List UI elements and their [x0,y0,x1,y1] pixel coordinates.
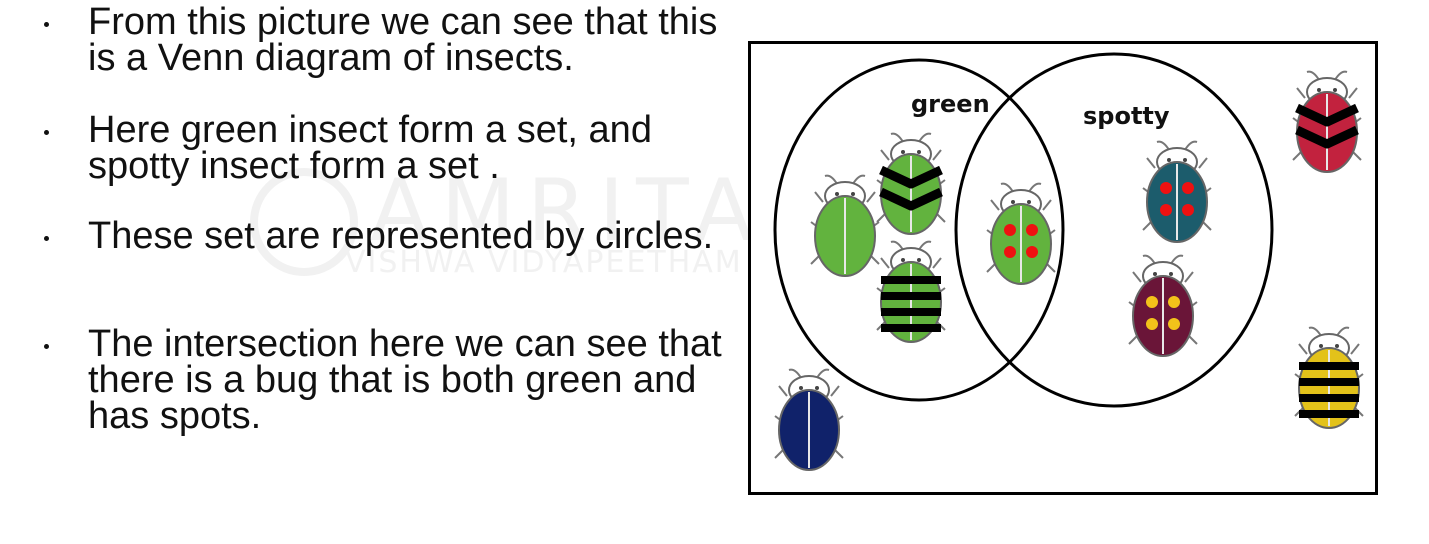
insect-bar [1299,362,1359,370]
insect-eye [1027,200,1031,204]
insect-chevron [1295,103,1359,127]
bullet-item: Here green insect form a set, and spotty… [38,111,728,185]
bullet-item: From this picture we can see that this i… [38,3,728,77]
green-set-circle [773,58,1065,402]
venn-diagram: green spotty [748,41,1378,495]
insect-chevron [879,187,943,211]
insect-spot [1146,318,1158,330]
insect-legs [1142,157,1212,231]
bullet-item: These set are represented by circles. [38,217,728,255]
insect-spot [1004,224,1016,236]
insect-spot [1160,204,1172,216]
insect-eye [1317,88,1321,92]
insect-spot [1168,318,1180,330]
insect-green-red-spots [986,182,1056,285]
insect-eye [1319,344,1323,348]
insect-eye [1169,272,1173,276]
insect-bar [881,308,941,316]
insect-legs [876,149,946,223]
insect-maroon-yellow-spots [1128,254,1198,357]
insect-eye [815,386,819,390]
insect-eye [1335,344,1339,348]
insect-bar [1299,410,1359,418]
insect-spot [1026,224,1038,236]
insect-bar [1299,394,1359,402]
bullet-list: From this picture we can see that this i… [38,3,728,435]
insect-red-chevrons [1292,70,1362,173]
insect-navy-plain [774,368,844,471]
insect-green-chevrons [876,132,946,235]
spotty-set-circle [954,52,1274,408]
insect-chevron [1295,125,1359,149]
insect-eye [917,258,921,262]
insect-green-plain [810,174,880,277]
insect-teal-red-spots [1142,140,1212,243]
insect-eye [1011,200,1015,204]
insect-bar [881,276,941,284]
insect-yellow-bars [1294,326,1364,429]
insect-legs [876,257,946,331]
spotty-set-label: spotty [1083,102,1170,130]
insect-bar [1299,378,1359,386]
insect-chevron [879,165,943,189]
insect-eye [1153,272,1157,276]
insect-spot [1168,296,1180,308]
venn-canvas: green spotty [773,52,1364,471]
insect-eye [799,386,803,390]
insect-spot [1026,246,1038,258]
insect-spot [1182,182,1194,194]
insect-spot [1004,246,1016,258]
green-set-label: green [911,90,990,118]
insect-eye [1183,158,1187,162]
bullet-item: The intersection here we can see that th… [38,325,728,435]
insect-legs [810,191,880,265]
insects-layer [774,70,1364,471]
insect-legs [1128,271,1198,345]
insect-legs [774,385,844,459]
insect-eye [851,192,855,196]
insect-eye [1333,88,1337,92]
insect-eye [917,150,921,154]
insect-eye [835,192,839,196]
insect-spot [1160,182,1172,194]
insect-spot [1146,296,1158,308]
insect-eye [901,258,905,262]
insect-spot [1182,204,1194,216]
insect-eye [1167,158,1171,162]
insect-green-bars [876,240,946,343]
insect-bar [881,292,941,300]
insect-eye [901,150,905,154]
insect-legs [986,199,1056,273]
insect-bar [881,324,941,332]
insect-legs [1292,87,1362,161]
insect-legs [1294,343,1364,417]
